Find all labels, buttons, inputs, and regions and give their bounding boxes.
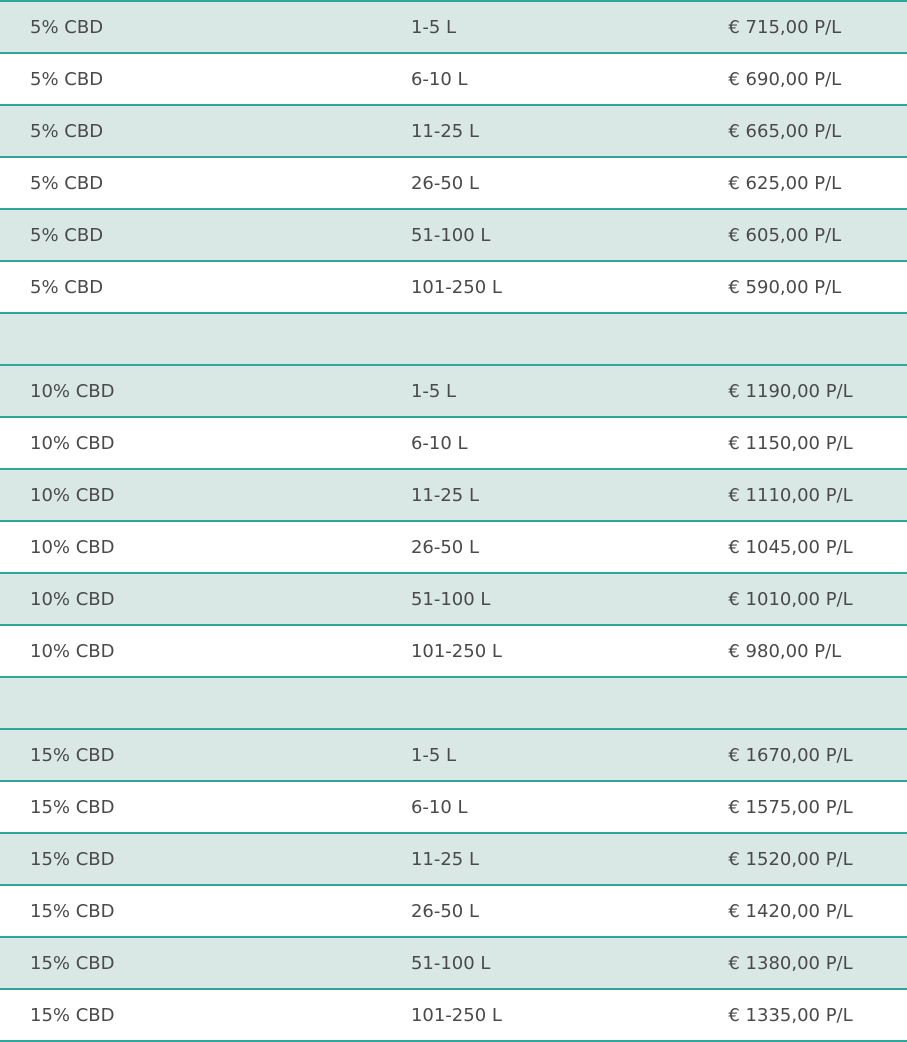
cell-concentration: 15% CBD (0, 989, 381, 1041)
cell-concentration: 15% CBD (0, 781, 381, 833)
table-row: 15% CBD26-50 L€ 1420,00 P/L (0, 885, 907, 937)
table-row: 10% CBD26-50 L€ 1045,00 P/L (0, 521, 907, 573)
pricing-table: 5% CBD1-5 L€ 715,00 P/L5% CBD6-10 L€ 690… (0, 0, 907, 1042)
cell-price: € 1045,00 P/L (698, 521, 907, 573)
cell-concentration: 10% CBD (0, 625, 381, 677)
cell-concentration: 5% CBD (0, 157, 381, 209)
group-spacer-cell (0, 677, 907, 729)
cell-price: € 1520,00 P/L (698, 833, 907, 885)
cell-volume: 51-100 L (381, 209, 698, 261)
cell-volume: 11-25 L (381, 105, 698, 157)
cell-price: € 665,00 P/L (698, 105, 907, 157)
table-row: 5% CBD51-100 L€ 605,00 P/L (0, 209, 907, 261)
cell-concentration: 10% CBD (0, 521, 381, 573)
cell-concentration: 15% CBD (0, 885, 381, 937)
table-row: 15% CBD11-25 L€ 1520,00 P/L (0, 833, 907, 885)
cell-concentration: 15% CBD (0, 729, 381, 781)
cell-price: € 1420,00 P/L (698, 885, 907, 937)
cell-price: € 1670,00 P/L (698, 729, 907, 781)
table-row: 15% CBD6-10 L€ 1575,00 P/L (0, 781, 907, 833)
table-row: 10% CBD1-5 L€ 1190,00 P/L (0, 365, 907, 417)
table-row: 15% CBD1-5 L€ 1670,00 P/L (0, 729, 907, 781)
table-row: 5% CBD1-5 L€ 715,00 P/L (0, 1, 907, 53)
cell-concentration: 5% CBD (0, 261, 381, 313)
cell-concentration: 10% CBD (0, 469, 381, 521)
table-row: 10% CBD101-250 L€ 980,00 P/L (0, 625, 907, 677)
table-row: 15% CBD101-250 L€ 1335,00 P/L (0, 989, 907, 1041)
table-row: 5% CBD26-50 L€ 625,00 P/L (0, 157, 907, 209)
cell-price: € 1190,00 P/L (698, 365, 907, 417)
cell-concentration: 15% CBD (0, 937, 381, 989)
group-spacer-cell (0, 313, 907, 365)
group-spacer (0, 313, 907, 365)
table-row: 5% CBD101-250 L€ 590,00 P/L (0, 261, 907, 313)
cell-price: € 1335,00 P/L (698, 989, 907, 1041)
cell-volume: 11-25 L (381, 833, 698, 885)
cell-price: € 1110,00 P/L (698, 469, 907, 521)
cell-concentration: 10% CBD (0, 365, 381, 417)
cell-concentration: 15% CBD (0, 833, 381, 885)
cell-volume: 1-5 L (381, 365, 698, 417)
cell-volume: 6-10 L (381, 781, 698, 833)
cell-price: € 1380,00 P/L (698, 937, 907, 989)
cell-volume: 6-10 L (381, 53, 698, 105)
cell-volume: 11-25 L (381, 469, 698, 521)
cell-volume: 1-5 L (381, 729, 698, 781)
cell-price: € 1010,00 P/L (698, 573, 907, 625)
cell-volume: 101-250 L (381, 625, 698, 677)
cell-price: € 980,00 P/L (698, 625, 907, 677)
cell-volume: 101-250 L (381, 989, 698, 1041)
table-row: 10% CBD11-25 L€ 1110,00 P/L (0, 469, 907, 521)
cell-concentration: 10% CBD (0, 417, 381, 469)
cell-price: € 590,00 P/L (698, 261, 907, 313)
cell-volume: 26-50 L (381, 157, 698, 209)
cell-volume: 1-5 L (381, 1, 698, 53)
table-row: 10% CBD6-10 L€ 1150,00 P/L (0, 417, 907, 469)
cell-price: € 690,00 P/L (698, 53, 907, 105)
cell-concentration: 10% CBD (0, 573, 381, 625)
table-row: 5% CBD11-25 L€ 665,00 P/L (0, 105, 907, 157)
cell-volume: 6-10 L (381, 417, 698, 469)
cell-concentration: 5% CBD (0, 105, 381, 157)
cell-volume: 26-50 L (381, 885, 698, 937)
cell-price: € 605,00 P/L (698, 209, 907, 261)
cell-concentration: 5% CBD (0, 209, 381, 261)
cell-volume: 51-100 L (381, 573, 698, 625)
table-row: 10% CBD51-100 L€ 1010,00 P/L (0, 573, 907, 625)
table-row: 5% CBD6-10 L€ 690,00 P/L (0, 53, 907, 105)
cell-price: € 625,00 P/L (698, 157, 907, 209)
cell-volume: 26-50 L (381, 521, 698, 573)
cell-concentration: 5% CBD (0, 1, 381, 53)
cell-price: € 715,00 P/L (698, 1, 907, 53)
pricing-table-body: 5% CBD1-5 L€ 715,00 P/L5% CBD6-10 L€ 690… (0, 1, 907, 1041)
group-spacer (0, 677, 907, 729)
cell-volume: 51-100 L (381, 937, 698, 989)
cell-concentration: 5% CBD (0, 53, 381, 105)
cell-price: € 1575,00 P/L (698, 781, 907, 833)
cell-price: € 1150,00 P/L (698, 417, 907, 469)
table-row: 15% CBD51-100 L€ 1380,00 P/L (0, 937, 907, 989)
cell-volume: 101-250 L (381, 261, 698, 313)
